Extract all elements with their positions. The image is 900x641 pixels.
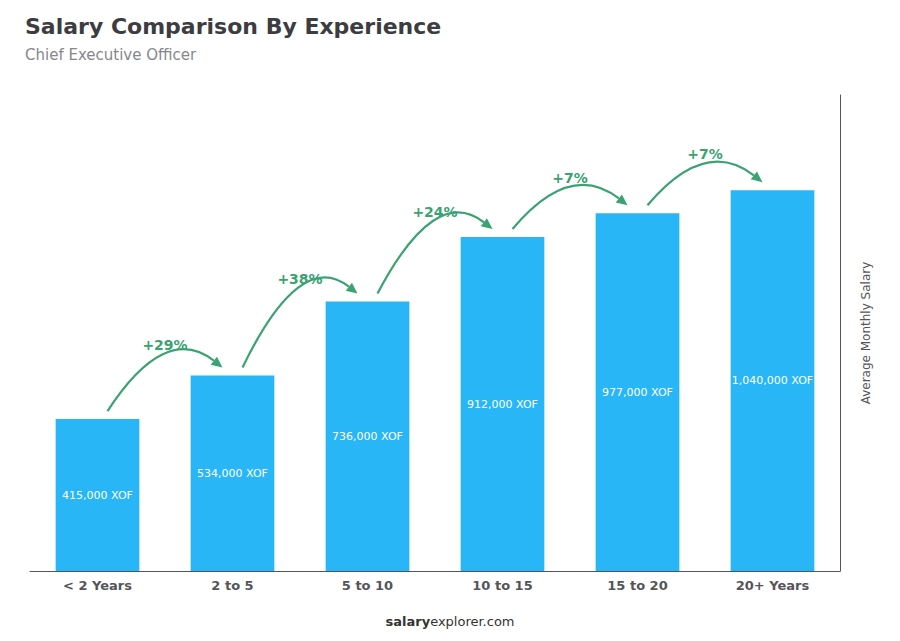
svg-text:explorer.com: explorer.com	[430, 614, 514, 629]
svg-text:Salary Comparison By Experienc: Salary Comparison By Experience	[25, 14, 441, 39]
svg-text:10 to 15: 10 to 15	[472, 578, 532, 593]
svg-text:+7%: +7%	[687, 146, 723, 162]
svg-text:1,040,000 XOF: 1,040,000 XOF	[732, 374, 813, 387]
svg-text:+38%: +38%	[277, 271, 322, 287]
svg-text:Chief Executive Officer: Chief Executive Officer	[25, 46, 197, 64]
svg-text:+24%: +24%	[412, 204, 457, 220]
svg-text:415,000 XOF: 415,000 XOF	[62, 489, 133, 502]
svg-text:977,000 XOF: 977,000 XOF	[602, 386, 673, 399]
svg-text:20+ Years: 20+ Years	[736, 578, 810, 593]
svg-text:salary: salary	[385, 614, 430, 629]
svg-text:+7%: +7%	[552, 170, 588, 186]
svg-text:Average Monthly Salary: Average Monthly Salary	[859, 262, 873, 405]
svg-text:534,000 XOF: 534,000 XOF	[197, 467, 268, 480]
svg-text:2 to 5: 2 to 5	[211, 578, 253, 593]
svg-text:+29%: +29%	[142, 337, 187, 353]
svg-text:< 2 Years: < 2 Years	[63, 578, 132, 593]
svg-text:5 to 10: 5 to 10	[342, 578, 393, 593]
svg-text:912,000 XOF: 912,000 XOF	[467, 398, 538, 411]
svg-text:736,000 XOF: 736,000 XOF	[332, 430, 403, 443]
svg-text:15 to 20: 15 to 20	[607, 578, 667, 593]
